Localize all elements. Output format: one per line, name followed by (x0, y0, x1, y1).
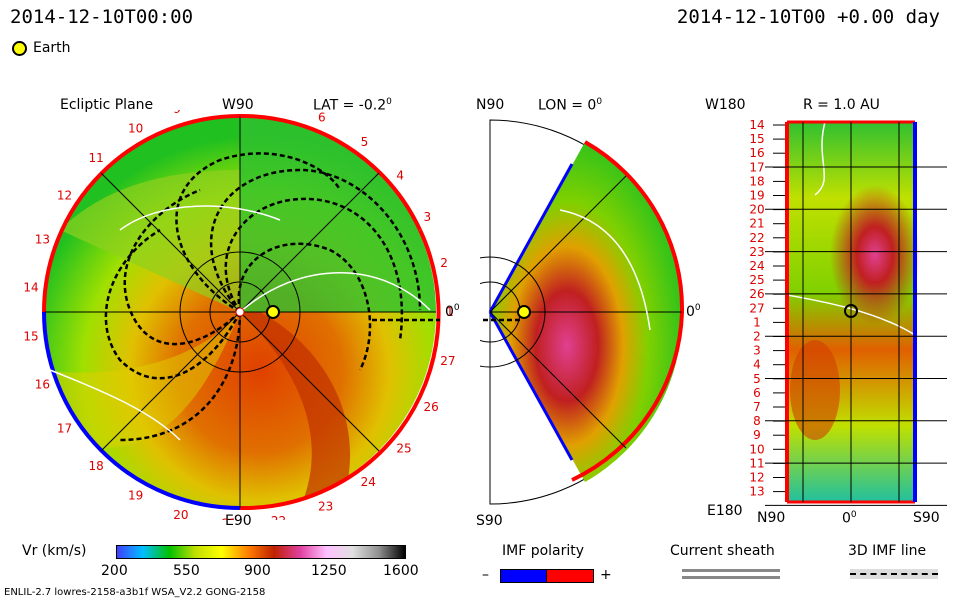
radial-row-15: 15 (749, 132, 764, 146)
ecliptic-sector-3: 3 (423, 210, 431, 224)
left-datetime: 2014-12-10T00:00 (10, 6, 194, 28)
ecliptic-sector-16: 16 (35, 378, 50, 392)
radial-r-label: R = 1.0 AU (803, 97, 880, 113)
ecliptic-sector-24: 24 (361, 475, 376, 489)
colorbar-tick-1250: 1250 (311, 563, 347, 579)
radial-row-11: 11 (749, 456, 764, 470)
ecliptic-sector-4: 4 (396, 169, 404, 183)
ecliptic-sector-6: 6 (318, 110, 326, 124)
ecliptic-sector-18: 18 (89, 459, 104, 473)
ecliptic-lat-label: LAT = -0.20 (313, 97, 392, 114)
ecliptic-top-label: W90 (222, 97, 254, 113)
earth-legend: Earth (12, 40, 71, 56)
radial-top-label: W180 (705, 97, 746, 113)
radial-grid-lines (765, 124, 947, 506)
imf-line-title: 3D IMF line (848, 543, 927, 559)
colorbar-tick-200: 200 (101, 563, 128, 579)
ecliptic-sector-14: 14 (23, 280, 38, 294)
ecliptic-sector-21: 21 (222, 517, 237, 520)
footer-model-info: ENLIL-2.7 lowres-2158-a3b1f WSA_V2.2 GON… (4, 587, 266, 598)
right-datetime: 2014-12-10T00 +0.00 day (676, 6, 940, 28)
radial-row-4: 4 (753, 358, 761, 372)
ecliptic-sector-15: 15 (23, 330, 38, 344)
imf-polarity-plus: + (600, 567, 612, 583)
radial-row-21: 21 (749, 217, 764, 231)
radial-center-axis-label: 00 (842, 510, 857, 527)
ecliptic-sector-2: 2 (440, 256, 448, 270)
radial-earth-marker (844, 304, 858, 318)
radial-left-axis-label: N90 (757, 510, 786, 526)
ecliptic-sector-9: 9 (173, 110, 181, 116)
ecliptic-earth-marker (266, 305, 280, 319)
radial-row-26: 26 (749, 287, 764, 301)
radial-row-16: 16 (749, 146, 764, 160)
radial-row-9: 9 (753, 428, 761, 442)
radial-row-18: 18 (749, 174, 764, 188)
radial-bottom-label: E180 (707, 503, 743, 519)
ecliptic-sector-10: 10 (128, 121, 143, 135)
meridional-top-label: N90 (476, 97, 505, 113)
ecliptic-bottom-label: E90 (225, 513, 252, 529)
radial-row-22: 22 (749, 231, 764, 245)
ecliptic-zero-label: 00 (445, 303, 460, 320)
current-sheath-title: Current sheath (670, 543, 775, 559)
colorbar-tick-900: 900 (244, 563, 271, 579)
radial-row-labels: 1415161718192021222324252627123456789101… (749, 120, 764, 499)
radial-row-27: 27 (749, 301, 764, 315)
radial-row-10: 10 (749, 442, 764, 456)
meridional-earth-marker (517, 305, 531, 319)
ecliptic-sector-20: 20 (173, 508, 188, 520)
ecliptic-sector-25: 25 (396, 441, 411, 455)
radial-row-7: 7 (753, 400, 761, 414)
colorbar-tick-1600: 1600 (383, 563, 419, 579)
radial-row-20: 20 (749, 203, 764, 217)
ecliptic-sector-13: 13 (35, 232, 50, 246)
colorbar-tick-550: 550 (173, 563, 200, 579)
radial-row-5: 5 (753, 372, 761, 386)
imf-line-swatch (850, 569, 938, 579)
radial-row-6: 6 (753, 386, 761, 400)
earth-marker-icon (12, 40, 27, 56)
imf-polarity-minus: – (482, 567, 489, 583)
ecliptic-sector-1: 1 (446, 305, 454, 319)
radial-row-19: 19 (749, 189, 764, 203)
radial-row-24: 24 (749, 259, 764, 273)
current-sheath-line-2 (682, 576, 780, 579)
radial-row-25: 25 (749, 273, 764, 287)
radial-row-14: 14 (749, 120, 764, 132)
colorbar (116, 545, 406, 559)
radial-row-12: 12 (749, 471, 764, 485)
radial-row-13: 13 (749, 485, 764, 499)
earth-legend-label: Earth (33, 40, 71, 56)
radial-row-2: 2 (753, 330, 761, 344)
imf-polarity-positive-swatch (546, 569, 594, 583)
radial-row-3: 3 (753, 344, 761, 358)
ecliptic-sector-17: 17 (57, 421, 72, 435)
ecliptic-sector-12: 12 (57, 189, 72, 203)
ecliptic-sector-11: 11 (89, 151, 104, 165)
imf-polarity-negative-swatch (500, 569, 548, 583)
radial-right-axis-label: S90 (913, 510, 940, 526)
meridional-plot: 00 (480, 119, 700, 505)
ecliptic-sector-19: 19 (128, 489, 143, 503)
radial-row-17: 17 (749, 160, 764, 174)
ecliptic-sector-ticks: 1234567891011121314151617181920212223242… (23, 110, 455, 520)
radial-row-23: 23 (749, 245, 764, 259)
current-sheath-line-1 (682, 569, 780, 572)
ecliptic-title: Ecliptic Plane (60, 97, 154, 113)
imf-polarity-title: IMF polarity (502, 543, 585, 559)
radial-row-1: 1 (753, 315, 761, 329)
ecliptic-sector-22: 22 (271, 514, 286, 520)
radial-row-8: 8 (753, 414, 761, 428)
colorbar-label: Vr (km/s) (22, 543, 87, 559)
ecliptic-sector-5: 5 (361, 135, 369, 149)
meridional-lon-label: LON = 00 (538, 97, 603, 114)
meridional-zero-label: 00 (686, 303, 700, 320)
meridional-bottom-label: S90 (476, 513, 503, 529)
ecliptic-plot: 1234567891011121314151617181920212223242… (23, 110, 460, 520)
ecliptic-sector-26: 26 (423, 400, 438, 414)
radial-plot: 1415161718192021222324252627123456789101… (749, 120, 947, 506)
ecliptic-sector-23: 23 (318, 500, 333, 514)
ecliptic-sector-27: 27 (440, 354, 455, 368)
